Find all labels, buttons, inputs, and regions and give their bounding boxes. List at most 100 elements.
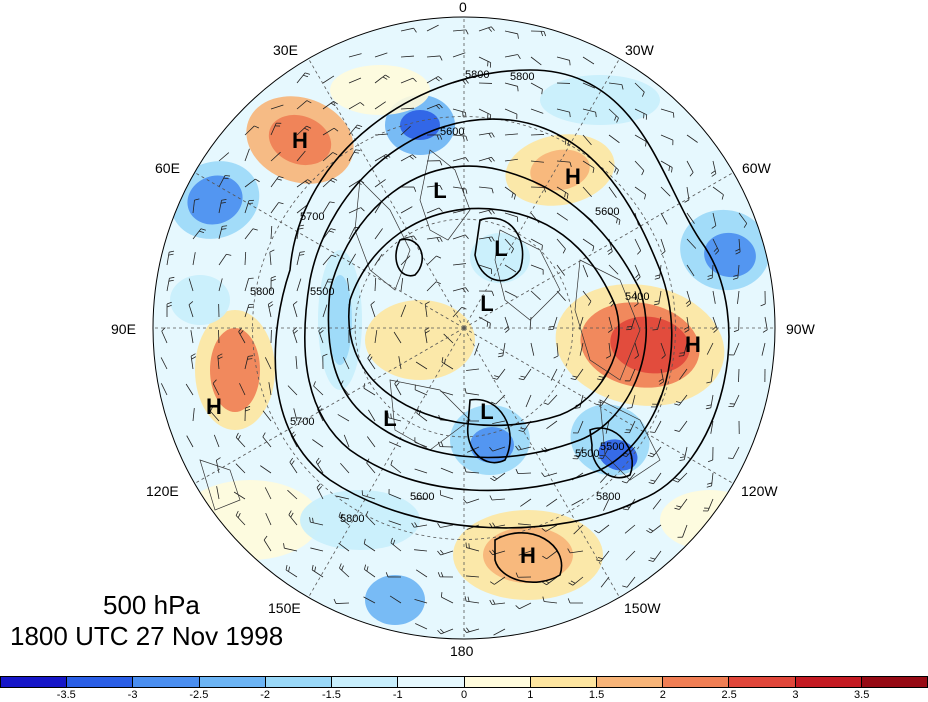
wind-barb — [686, 212, 695, 224]
wind-barb — [543, 394, 558, 405]
wind-barb — [504, 290, 517, 298]
wind-barb — [218, 329, 220, 344]
wind-barb — [478, 56, 492, 68]
wind-barb — [556, 160, 572, 168]
wind-barb — [426, 207, 443, 214]
wind-barb — [400, 55, 414, 58]
wind-barb — [674, 498, 688, 510]
anomaly-blob — [400, 110, 440, 140]
wind-barb — [426, 76, 443, 84]
wind-barb — [634, 238, 642, 255]
valid-time-title: 1800 UTC 27 Nov 1998 — [10, 621, 284, 651]
wind-barb — [343, 357, 350, 370]
wind-barb — [322, 353, 328, 370]
anomaly-blob — [365, 575, 425, 625]
lon-label-60w: 60W — [742, 160, 771, 176]
height-contour — [467, 398, 511, 464]
wind-barb — [426, 55, 443, 61]
wind-barb — [728, 342, 740, 356]
wind-barb — [478, 186, 494, 194]
wind-barb — [322, 152, 338, 162]
wind-barb — [160, 357, 168, 370]
wind-barb — [346, 278, 350, 292]
colorbar-tick-label: -2 — [260, 689, 271, 701]
height-contour — [348, 207, 620, 427]
wind-barb — [571, 498, 584, 506]
colorbar-tick-label: 3.5 — [854, 689, 870, 701]
wind-barb — [218, 225, 228, 240]
anomaly-blob — [180, 480, 320, 560]
wind-barb — [706, 472, 714, 488]
pressure-level-title: 500 hPa — [103, 590, 200, 620]
wind-barb — [296, 251, 305, 266]
wind-barb — [686, 238, 697, 249]
wind-barb — [313, 381, 324, 396]
colorbar-swatch — [861, 677, 928, 687]
wind-barb — [217, 353, 223, 370]
lon-label-90e: 90E — [111, 321, 136, 337]
wind-barb — [542, 596, 558, 604]
anomaly-blob — [704, 232, 756, 278]
contour-label: 5800 — [596, 491, 620, 503]
wind-barb — [660, 134, 674, 146]
wind-barb — [293, 408, 298, 422]
coastline — [389, 379, 471, 451]
wind-barb — [311, 564, 324, 578]
wind-barb — [493, 628, 506, 636]
colorbar-tick-label: 2.5 — [721, 689, 737, 701]
wind-barb — [394, 379, 402, 396]
contour-label: 5400 — [625, 291, 649, 303]
wind-barb — [603, 498, 610, 511]
wind-barb — [706, 342, 714, 355]
colorbar-swatch — [398, 677, 465, 687]
wind-barb — [160, 383, 168, 396]
wind-barb — [478, 236, 495, 242]
wind-barb — [388, 489, 402, 500]
contour-label: 5700 — [300, 211, 324, 223]
wind-barb — [188, 278, 194, 292]
colorbar-tick-label: -3.5 — [56, 689, 76, 701]
wind-barb — [270, 151, 281, 162]
wind-barb — [608, 160, 619, 175]
height-contour — [494, 532, 563, 583]
lon-label-150e: 150E — [268, 600, 301, 616]
wind-barb — [728, 394, 740, 408]
wind-barb — [504, 108, 518, 120]
lon-label-90w: 90W — [786, 321, 815, 337]
wind-barb — [530, 342, 535, 356]
wind-barb — [235, 510, 246, 526]
wind-barb — [390, 537, 402, 552]
wind-barb — [340, 463, 350, 474]
wind-barb — [515, 468, 532, 475]
wind-barb — [686, 134, 698, 143]
wind-barb — [166, 301, 172, 318]
wind-barb — [710, 420, 714, 434]
colorbar-swatch — [332, 677, 399, 687]
wind-barb — [426, 281, 441, 292]
wind-barb — [287, 385, 298, 396]
wind-barb — [504, 158, 518, 162]
wind-barb — [244, 148, 250, 162]
wind-barb — [343, 434, 350, 448]
wind-barb — [530, 108, 544, 114]
wind-barb — [443, 333, 454, 344]
wind-barb — [497, 342, 506, 358]
wind-barb — [530, 290, 541, 301]
wind-barb — [582, 264, 589, 278]
wind-barb — [270, 225, 273, 240]
wind-barb — [322, 101, 338, 110]
wind-barb — [348, 102, 365, 110]
anomaly-blob — [210, 328, 260, 412]
wind-barb — [634, 108, 648, 120]
wind-barb — [188, 301, 194, 318]
wind-barb — [437, 572, 454, 578]
height-contours — [274, 69, 730, 583]
wind-barb — [660, 186, 671, 197]
wind-barb — [608, 186, 617, 198]
wind-barb — [244, 303, 254, 318]
wind-barb — [556, 212, 568, 221]
wind-barb — [541, 524, 558, 532]
colorbar-swatch — [199, 677, 266, 687]
wind-barb — [370, 301, 376, 318]
wind-barb — [426, 255, 442, 266]
